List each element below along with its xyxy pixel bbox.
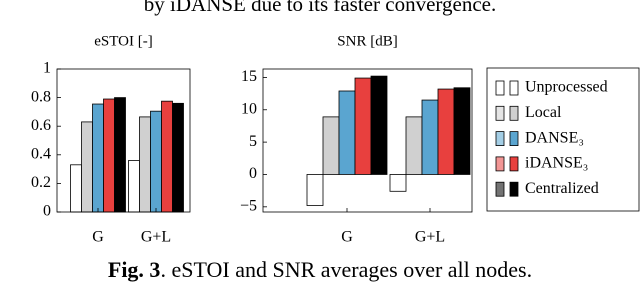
bar bbox=[103, 98, 115, 213]
y-tick-label: 0.2 bbox=[31, 174, 51, 191]
legend-label: Local bbox=[525, 104, 562, 121]
legend-swatch bbox=[495, 131, 505, 147]
bar bbox=[453, 87, 471, 175]
x-tick-label: G bbox=[92, 229, 104, 246]
legend-label: Centralized bbox=[525, 180, 599, 197]
bar bbox=[322, 116, 340, 175]
y-tick-label: 0.8 bbox=[31, 88, 51, 105]
y-tick-label: 0 bbox=[249, 165, 257, 182]
bar bbox=[389, 174, 407, 192]
legend-swatch bbox=[509, 181, 519, 197]
axis-box bbox=[262, 68, 473, 213]
x-tick-label: G+L bbox=[141, 229, 171, 246]
caption-label: Fig. 3 bbox=[108, 257, 161, 282]
chart-title: eSTOI [-] bbox=[94, 33, 152, 49]
bar bbox=[70, 164, 82, 213]
y-tick-label: 10 bbox=[241, 100, 257, 117]
bar bbox=[437, 88, 455, 175]
legend-label: Unprocessed bbox=[525, 79, 608, 96]
bar bbox=[161, 100, 173, 213]
bar bbox=[139, 116, 151, 213]
axis-box bbox=[56, 68, 191, 213]
legend-swatch bbox=[495, 80, 505, 96]
legend-swatch bbox=[495, 156, 505, 172]
bar bbox=[354, 77, 372, 175]
bar bbox=[306, 174, 324, 206]
legend-label: DANSE₃ bbox=[525, 129, 584, 146]
bar bbox=[92, 103, 104, 213]
bar bbox=[338, 90, 356, 175]
bar bbox=[405, 116, 423, 175]
caption: Fig. 3. eSTOI and SNR averages over all … bbox=[108, 257, 532, 282]
legend-swatch bbox=[495, 181, 505, 197]
y-tick-label: 15 bbox=[241, 68, 257, 85]
caption-text: . eSTOI and SNR averages over all nodes. bbox=[160, 257, 532, 282]
x-tick-label: G bbox=[341, 229, 353, 246]
bar bbox=[81, 121, 93, 213]
header-text: by iDANSE due to its faster convergence. bbox=[144, 0, 496, 16]
y-tick-label: 5 bbox=[249, 133, 257, 150]
legend-swatch bbox=[495, 105, 505, 121]
bar bbox=[421, 99, 439, 175]
bar bbox=[172, 102, 184, 213]
chart-title: SNR [dB] bbox=[337, 33, 397, 49]
y-tick-label: 1 bbox=[43, 60, 51, 77]
bar bbox=[150, 110, 162, 213]
x-tick-label: G+L bbox=[415, 229, 445, 246]
y-tick-label: 0 bbox=[43, 203, 51, 220]
legend-box bbox=[486, 67, 640, 212]
legend-swatch bbox=[509, 156, 519, 172]
legend-label: iDANSE₃ bbox=[525, 155, 588, 172]
y-tick-label: 0.4 bbox=[31, 145, 51, 162]
legend-swatch bbox=[509, 80, 519, 96]
bar bbox=[128, 160, 140, 213]
y-tick-label: 0.6 bbox=[31, 117, 51, 134]
legend-swatch bbox=[509, 105, 519, 121]
bar bbox=[114, 97, 126, 213]
legend-swatch bbox=[509, 131, 519, 147]
bar bbox=[370, 75, 388, 175]
y-tick-label: −5 bbox=[240, 197, 257, 214]
